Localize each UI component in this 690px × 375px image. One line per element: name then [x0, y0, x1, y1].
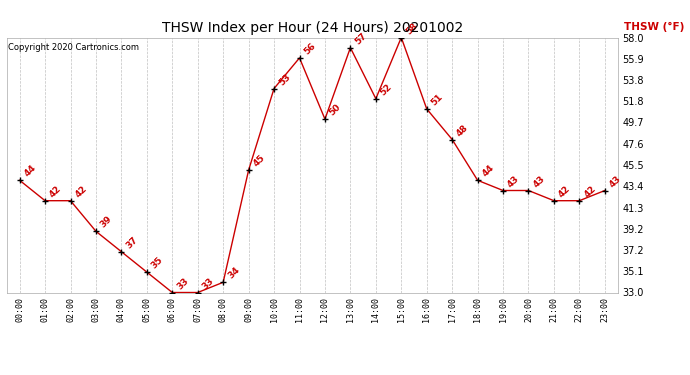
Text: 53: 53: [277, 72, 292, 87]
Text: 42: 42: [73, 184, 88, 199]
Text: 52: 52: [379, 82, 394, 97]
Title: THSW Index per Hour (24 Hours) 20201002: THSW Index per Hour (24 Hours) 20201002: [161, 21, 463, 35]
Text: 51: 51: [429, 92, 444, 108]
Text: 42: 42: [557, 184, 572, 199]
Text: 39: 39: [99, 214, 114, 230]
Text: 43: 43: [531, 174, 546, 189]
Text: 43: 43: [506, 174, 521, 189]
Text: 48: 48: [455, 123, 470, 138]
Text: 50: 50: [328, 103, 343, 118]
Text: 34: 34: [226, 266, 241, 281]
Text: 44: 44: [480, 164, 496, 179]
Text: 43: 43: [608, 174, 623, 189]
Text: 56: 56: [302, 41, 317, 57]
Text: 45: 45: [251, 153, 266, 169]
Text: 33: 33: [175, 276, 190, 291]
Text: 42: 42: [582, 184, 598, 199]
Text: Copyright 2020 Cartronics.com: Copyright 2020 Cartronics.com: [8, 43, 139, 52]
Text: 33: 33: [201, 276, 216, 291]
Text: 37: 37: [124, 235, 139, 250]
Text: 58: 58: [404, 21, 420, 36]
Text: 42: 42: [48, 184, 63, 199]
Text: 57: 57: [353, 31, 368, 46]
Text: 35: 35: [150, 255, 165, 271]
Text: 44: 44: [22, 164, 38, 179]
Text: THSW (°F): THSW (°F): [624, 22, 684, 32]
